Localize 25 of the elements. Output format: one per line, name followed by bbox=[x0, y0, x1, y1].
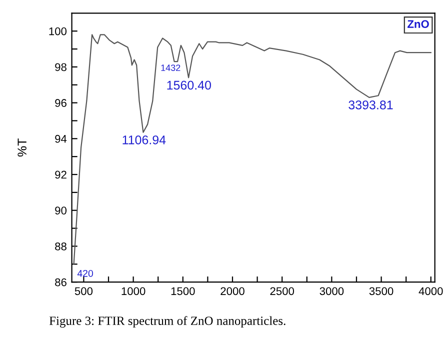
y-tick-label: 92 bbox=[55, 170, 66, 179]
annotation: 1432 bbox=[161, 64, 180, 71]
x-tick-label: 3000 bbox=[320, 287, 344, 296]
y-tick-label: 90 bbox=[55, 206, 67, 214]
y-tick-label: 96 bbox=[55, 99, 66, 107]
x-tick-label: 2500 bbox=[270, 287, 294, 296]
x-tick-label: 1000 bbox=[122, 287, 146, 296]
annotation: 1560.40 bbox=[167, 80, 211, 90]
y-tick-label: 98 bbox=[55, 63, 66, 72]
x-tick-label: 1500 bbox=[171, 287, 195, 296]
y-axis-title: %T bbox=[18, 138, 26, 157]
line-series bbox=[73, 34, 432, 265]
y-tick-label: 86 bbox=[55, 278, 66, 286]
y-tick-label: 100 bbox=[49, 27, 67, 36]
y-tick-label: 94 bbox=[55, 134, 67, 143]
annotation: 420 bbox=[77, 270, 94, 277]
annotation: ZnO bbox=[408, 20, 429, 28]
y-tick-label: 88 bbox=[55, 242, 66, 250]
annotation: 3393.81 bbox=[348, 100, 393, 110]
annotation: 1106.94 bbox=[122, 135, 166, 144]
x-tick-label: 3500 bbox=[369, 287, 394, 296]
x-tick-label: 4000 bbox=[418, 287, 443, 296]
x-tick-label: 2000 bbox=[220, 287, 244, 296]
x-tick-label: 500 bbox=[74, 287, 93, 296]
caption: Figure 3: FTIR spectrum of ZnO nanoparticles. bbox=[49, 316, 286, 328]
